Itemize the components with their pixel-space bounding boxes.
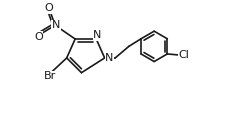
Text: N: N (105, 53, 113, 63)
Text: O: O (44, 3, 53, 13)
Text: N: N (52, 20, 60, 30)
Text: Br: Br (44, 72, 56, 82)
Text: N: N (93, 30, 102, 40)
Text: O: O (34, 32, 43, 42)
Text: Cl: Cl (179, 50, 190, 60)
